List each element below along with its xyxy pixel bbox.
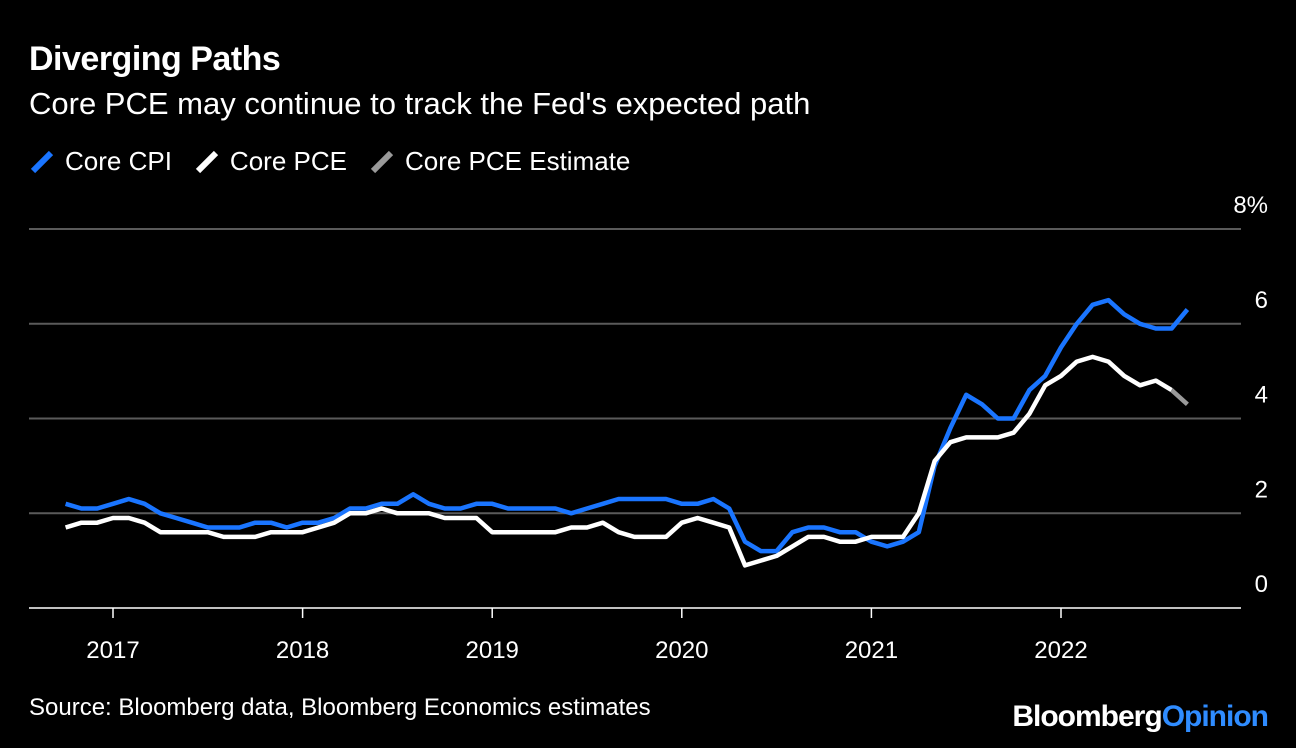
x-tick-label-2021: 2021	[845, 637, 898, 664]
legend-label-core-cpi: Core CPI	[65, 146, 172, 176]
x-tick-label-2017: 2017	[86, 637, 139, 664]
legend-item-core-cpi: Core CPI	[29, 146, 172, 177]
chart-subtitle: Core PCE may continue to track the Fed's…	[29, 86, 811, 121]
source-note: Source: Bloomberg data, Bloomberg Econom…	[29, 694, 651, 721]
series-lines	[64, 297, 1190, 568]
grid-lines	[29, 228, 1241, 609]
y-tick-label-0: 0	[1255, 571, 1268, 598]
x-tick-label-2019: 2019	[466, 637, 519, 664]
x-axis: 2017 2018 2019 2020 2021 2022	[86, 608, 1088, 664]
legend-swatch-core-pce-icon	[195, 150, 219, 173]
y-tick-label-6: 6	[1255, 287, 1268, 314]
legend: Core CPI Core PCE Core PCE Estimate	[29, 146, 652, 177]
y-tick-label-4: 4	[1255, 382, 1268, 409]
x-tick-label-2022: 2022	[1034, 637, 1087, 664]
legend-swatch-core-pce-estimate-icon	[370, 150, 394, 173]
series-line-core-cpi	[64, 297, 1190, 554]
bloomberg-opinion-logo: BloombergOpinion	[1012, 700, 1269, 734]
legend-label-core-pce: Core PCE	[229, 146, 347, 176]
x-tick-label-2020: 2020	[655, 637, 708, 664]
chart-title: Diverging Paths	[29, 40, 281, 78]
legend-item-core-pce-estimate: Core PCE Estimate	[369, 146, 630, 177]
brand-accent: Opinion	[1161, 700, 1269, 733]
series-line-core-pce	[64, 354, 1173, 568]
legend-item-core-pce: Core PCE	[194, 146, 347, 177]
y-tick-label-8: 8%	[1233, 192, 1268, 219]
series-line-core-pce-estimate	[1170, 388, 1189, 406]
brand-main: Bloomberg	[1012, 700, 1162, 733]
legend-label-core-pce-estimate: Core PCE Estimate	[404, 146, 631, 176]
x-tick-label-2018: 2018	[276, 637, 329, 664]
legend-swatch-core-cpi-icon	[30, 150, 54, 173]
y-axis-tick-labels: 0 2 4 6 8%	[1233, 192, 1268, 598]
y-tick-label-2: 2	[1255, 476, 1268, 503]
